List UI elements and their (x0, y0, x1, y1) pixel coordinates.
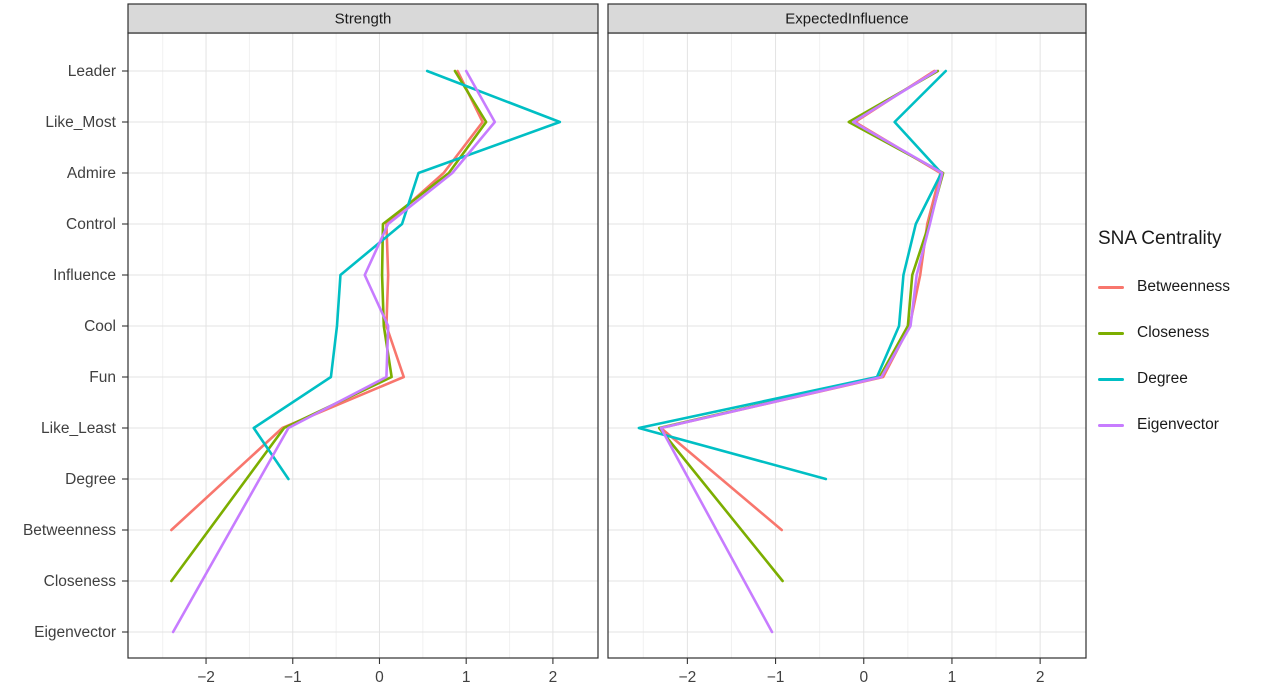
legend-items: Betweenness Closeness Degree Eigenvector (1098, 278, 1278, 434)
y-tick-label: Control (66, 216, 116, 233)
x-tick-label: 2 (549, 669, 558, 686)
legend: SNA Centrality Betweenness Closeness Degre… (1098, 228, 1278, 462)
legend-item-degree: Degree (1098, 370, 1278, 388)
x-tick-label: −2 (197, 669, 215, 686)
facet-strip-label: ExpectedInfluence (785, 11, 908, 28)
facet-strip (127, 3, 599, 34)
series-line-degree (252, 69, 562, 481)
legend-item-eigenvector: Eigenvector (1098, 416, 1278, 434)
facet-panel-expectedinfluence: ExpectedInfluence −2 −1 0 1 2 (607, 3, 1087, 686)
legend-key-line (1098, 423, 1124, 427)
legend-key-line (1098, 285, 1124, 289)
legend-item-label: Betweenness (1137, 278, 1231, 295)
legend-item-closeness: Closeness (1098, 324, 1278, 342)
x-tick-label: 0 (859, 669, 868, 686)
legend-item-label: Closeness (1137, 324, 1210, 341)
y-tick-label: Cool (84, 318, 116, 335)
series-line-eigenvector (659, 69, 944, 634)
x-tick-label: 0 (375, 669, 384, 686)
facet-strip-label: Strength (335, 11, 392, 28)
y-tick-label: Like_Most (45, 114, 116, 131)
y-tick-label: Closeness (44, 573, 117, 590)
y-tick-label: Betweenness (23, 522, 116, 539)
legend-key-line (1098, 331, 1124, 335)
series-line-eigenvector (171, 69, 497, 634)
x-tick-label: −1 (767, 669, 785, 686)
y-tick-label: Admire (67, 165, 116, 182)
legend-key-line (1098, 377, 1124, 381)
panel-background (608, 33, 1086, 658)
facet-panel-strength: Strength −2 −1 0 1 2 (127, 3, 599, 686)
legend-item-betweenness: Betweenness (1098, 278, 1278, 296)
legend-item-label: Degree (1137, 370, 1188, 387)
x-tick-label: −1 (284, 669, 302, 686)
y-tick-label: Like_Least (41, 420, 117, 437)
series-line-degree (637, 69, 948, 481)
x-tick-label: −2 (679, 669, 697, 686)
y-tick-label: Eigenvector (34, 624, 116, 641)
legend-title: SNA Centrality (1098, 228, 1222, 249)
x-tick-label: 2 (1036, 669, 1045, 686)
y-tick-label: Fun (89, 369, 116, 386)
y-tick-label: Leader (68, 63, 116, 80)
y-tick-label: Influence (53, 267, 116, 284)
x-tick-label: 1 (462, 669, 471, 686)
y-tick-label: Degree (65, 471, 116, 488)
legend-item-label: Eigenvector (1137, 416, 1219, 433)
facet-strip (607, 3, 1087, 34)
x-tick-label: 1 (948, 669, 957, 686)
panel-background (128, 33, 598, 658)
